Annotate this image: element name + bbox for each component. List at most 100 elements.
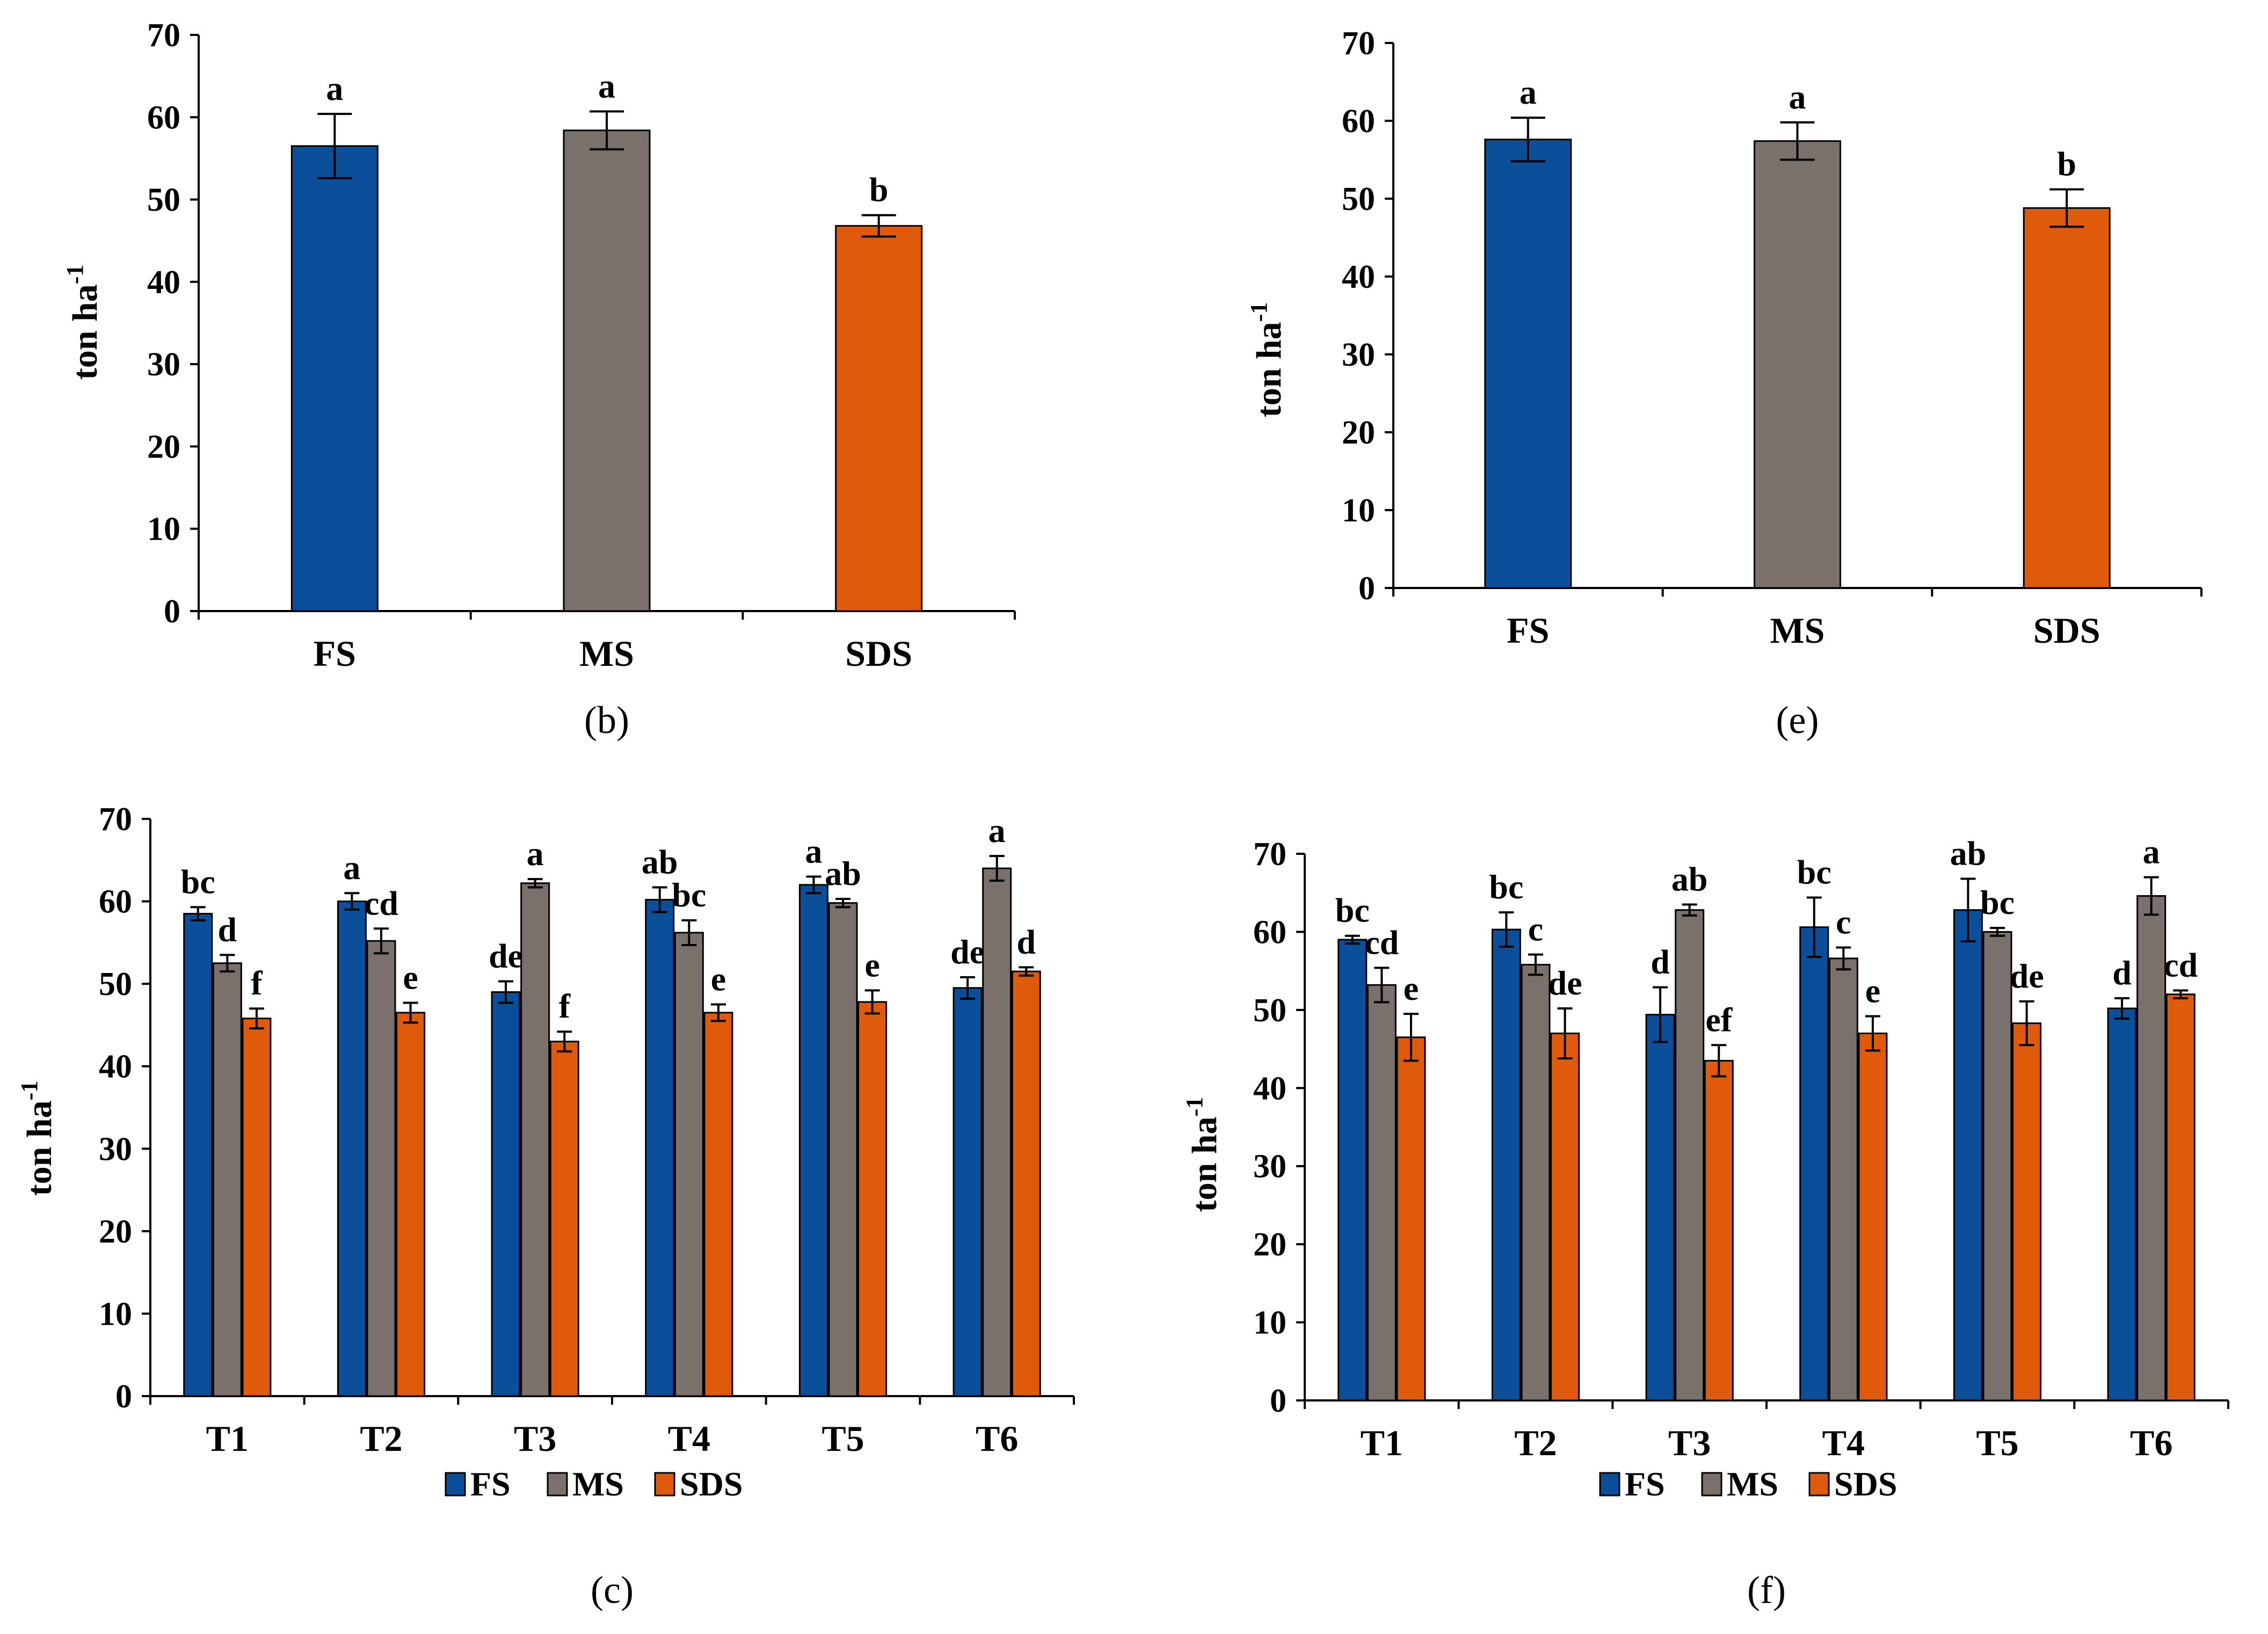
y-axis-label: ton ha-1 — [1246, 302, 1289, 418]
bar-MS-T3 — [520, 882, 550, 1397]
significance-letter: de — [1548, 964, 1582, 1002]
panel-label: (f) — [1747, 1568, 1786, 1611]
y-tick-label: 0 — [164, 593, 180, 630]
x-tick-label: T1 — [206, 1418, 249, 1459]
bar-MS-T1 — [1366, 984, 1397, 1401]
y-tick-label: 40 — [1342, 259, 1375, 295]
x-tick-label: FS — [1507, 610, 1549, 651]
x-tick-label: FS — [314, 633, 356, 674]
legend-label-MS: MS — [572, 1465, 624, 1503]
y-tick-label: 50 — [1253, 992, 1286, 1029]
significance-letter: bc — [181, 862, 215, 900]
legend-swatch-SDS — [654, 1472, 675, 1497]
significance-letter: de — [2010, 957, 2044, 995]
y-tick-label: 60 — [99, 884, 132, 920]
x-tick-label: MS — [1770, 610, 1825, 651]
bar-SDS — [2023, 207, 2111, 589]
y-tick-label: 10 — [99, 1296, 132, 1332]
y-tick-label: 60 — [1342, 103, 1375, 140]
y-axis-label: ton ha-1 — [16, 1081, 59, 1196]
bar-MS-T5 — [828, 902, 858, 1397]
x-tick-label: T4 — [668, 1418, 710, 1459]
y-tick-label: 40 — [99, 1049, 132, 1085]
significance-letter: c — [1836, 903, 1851, 941]
bar-SDS-T3 — [1704, 1059, 1734, 1401]
significance-letter: ab — [825, 854, 861, 892]
significance-letter: d — [1016, 923, 1036, 961]
bar-SDS-T5 — [2012, 1022, 2042, 1401]
y-tick-label: 50 — [99, 966, 132, 1003]
chart-panel-b: 0 10 20 30 40 50 60 70 FS MS SDS ton ha-1 a a b (b) — [62, 17, 1016, 742]
legend-label-FS: FS — [1625, 1465, 1665, 1503]
x-tick-label: T2 — [360, 1418, 402, 1459]
significance-letter: d — [1651, 943, 1670, 981]
significance-letter: f — [251, 964, 263, 1002]
significance-letter: e — [1865, 971, 1880, 1010]
x-tick-label: SDS — [845, 633, 912, 674]
y-tick-label: 10 — [147, 511, 180, 548]
significance-letter: d — [2112, 954, 2132, 992]
legend-swatch-SDS — [1808, 1472, 1830, 1497]
legend: FS MS SDS — [445, 1465, 743, 1503]
bar-MS-T2 — [366, 940, 396, 1397]
significance-letter: f — [559, 987, 571, 1025]
significance-letter: c — [1528, 910, 1543, 948]
bar-MS-T4 — [1828, 957, 1858, 1401]
y-tick-label: 30 — [99, 1131, 132, 1167]
bar-MS-T3 — [1675, 909, 1705, 1401]
bar-FS — [290, 145, 379, 612]
bar-SDS-T5 — [857, 1001, 888, 1397]
significance-letter: cd — [2163, 946, 2198, 984]
bar-MS-T1 — [212, 962, 242, 1397]
bar-FS-T6 — [2107, 1007, 2137, 1401]
significance-letter: a — [598, 67, 615, 105]
significance-letter: ef — [1705, 1000, 1732, 1039]
bar-SDS-T1 — [242, 1018, 272, 1397]
x-tick-label: T4 — [1822, 1422, 1865, 1463]
significance-letter: b — [869, 171, 889, 209]
significance-letter: e — [1404, 969, 1419, 1007]
y-tick-label: 70 — [1342, 25, 1375, 62]
y-axis-label: ton ha-1 — [1181, 1097, 1224, 1212]
bar-MS-T2 — [1521, 964, 1551, 1401]
significance-letter: bc — [1980, 883, 2015, 921]
significance-letter: ab — [1950, 834, 1987, 873]
legend-swatch-FS — [1599, 1472, 1620, 1497]
bar-FS-T3 — [491, 991, 521, 1397]
significance-letter: d — [218, 910, 237, 948]
bar-FS-T3 — [1645, 1014, 1675, 1401]
y-tick-label: 40 — [1253, 1070, 1286, 1107]
significance-letter: cd — [364, 884, 398, 922]
y-tick-label: 60 — [147, 99, 180, 136]
bar-MS — [563, 129, 651, 612]
y-tick-label: 30 — [1253, 1149, 1286, 1185]
x-tick-label: SDS — [2033, 610, 2100, 651]
significance-letter: a — [326, 69, 343, 107]
x-tick-label: T6 — [976, 1418, 1018, 1459]
bar-SDS — [835, 225, 923, 612]
y-tick-label: 20 — [147, 429, 180, 465]
bar-FS-T1 — [183, 913, 213, 1397]
significance-letter: bc — [672, 876, 706, 914]
x-tick-label: T3 — [514, 1418, 556, 1459]
significance-letter: a — [805, 832, 822, 870]
y-tick-label: 20 — [99, 1214, 132, 1250]
y-tick-label: 20 — [1253, 1226, 1286, 1263]
x-tick-label: MS — [579, 633, 634, 674]
y-tick-label: 60 — [1253, 914, 1286, 950]
legend-swatch-FS — [445, 1472, 466, 1497]
bar-FS-T4 — [1799, 926, 1829, 1401]
x-tick-label: T5 — [1976, 1422, 2018, 1463]
legend-label-FS: FS — [470, 1465, 511, 1503]
y-tick-label: 0 — [115, 1378, 132, 1415]
bar-FS — [1484, 139, 1572, 589]
y-tick-label: 70 — [147, 17, 180, 54]
bar-SDS-T3 — [549, 1041, 579, 1397]
significance-letter: bc — [1797, 853, 1831, 891]
legend-label-SDS: SDS — [680, 1465, 743, 1503]
bar-SDS-T4 — [1858, 1032, 1888, 1401]
bar-FS-T6 — [953, 987, 983, 1397]
x-tick-label: T5 — [822, 1418, 864, 1459]
